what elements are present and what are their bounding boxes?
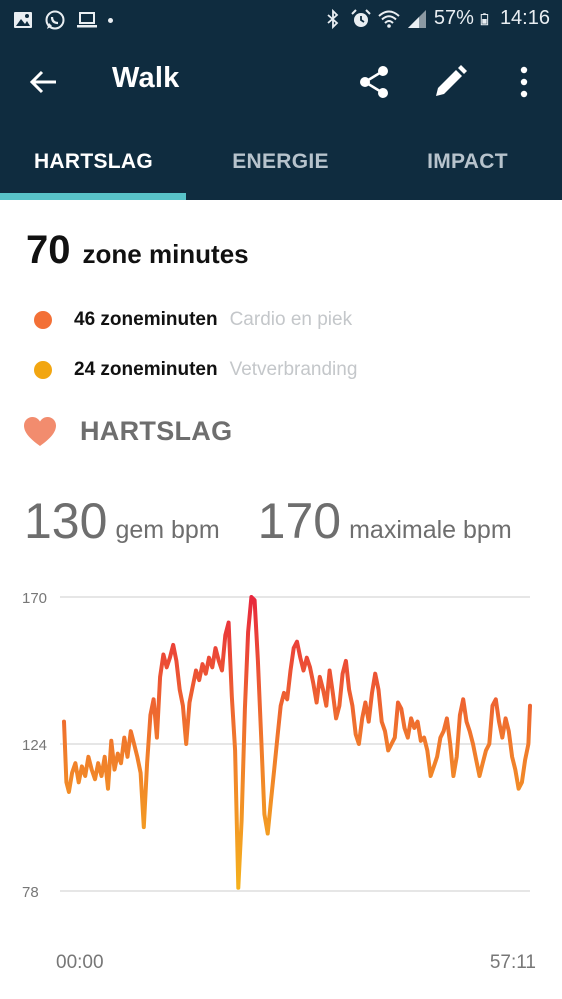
active-tab-indicator (0, 193, 186, 200)
zone-row-fatburn: 24 zoneminuten Vetverbranding (34, 359, 357, 381)
status-bar-right: 57% 14:16 (322, 7, 550, 30)
laptop-icon (77, 12, 97, 28)
heart-rate-chart: 170 124 78 00:00 57:11 (22, 590, 536, 973)
notification-dot-icon (108, 17, 113, 23)
heart-icon (24, 416, 56, 446)
status-bar-left (12, 9, 113, 31)
x-axis-start-label: 00:00 (56, 952, 104, 973)
zone-row-category: Cardio en piek (229, 309, 353, 330)
zone-minutes-total-label: zone minutes (82, 239, 249, 269)
signal-icon (407, 9, 426, 28)
y-tick-label: 170 (22, 590, 47, 607)
fatburn-dot-icon (34, 361, 52, 379)
heart-rate-title: HARTSLAG (80, 416, 233, 446)
cardio-dot-icon (34, 311, 52, 329)
share-icon[interactable] (354, 62, 394, 102)
zone-minutes-total-value: 70 (26, 228, 71, 272)
heart-rate-header: HARTSLAG (24, 416, 232, 447)
alarm-icon (351, 8, 371, 27)
heart-rate-line (62, 595, 532, 890)
image-icon (14, 12, 32, 28)
tab-bar: HARTSLAG ENERGIE IMPACT (0, 124, 562, 200)
avg-bpm-label: gem bpm (115, 516, 220, 544)
more-options-icon[interactable] (504, 62, 544, 102)
app-bar: Walk (0, 40, 562, 124)
clock: 14:16 (499, 7, 550, 29)
back-arrow-icon[interactable] (26, 64, 62, 100)
tab-impact[interactable]: IMPACT (427, 150, 508, 173)
x-axis-end-label: 57:11 (490, 952, 536, 973)
status-bar: 57% 14:16 (0, 0, 562, 40)
bluetooth-icon (327, 8, 339, 29)
zone-row-value: 24 zoneminuten (74, 359, 218, 380)
y-tick-label: 78 (22, 884, 39, 901)
avg-bpm-value: 130 (24, 493, 108, 549)
heart-rate-stats: 130 gem bpm 170 maximale bpm (24, 492, 512, 550)
max-bpm-label: maximale bpm (349, 516, 512, 544)
zone-row-cardio: 46 zoneminuten Cardio en piek (34, 309, 352, 331)
whatsapp-icon (45, 10, 65, 30)
page-title: Walk (112, 62, 180, 94)
wifi-icon (378, 10, 400, 28)
battery-percentage: 57% (433, 7, 474, 29)
zone-minutes-total: 70 zone minutes (26, 228, 249, 273)
tab-energie[interactable]: ENERGIE (232, 150, 329, 173)
zone-row-category: Vetverbranding (229, 359, 358, 380)
zone-row-value: 46 zoneminuten (74, 309, 218, 330)
tab-hartslag[interactable]: HARTSLAG (33, 150, 154, 173)
max-bpm-value: 170 (257, 493, 342, 549)
y-tick-label: 124 (22, 737, 47, 754)
edit-pencil-icon[interactable] (430, 62, 470, 102)
battery-icon (480, 12, 489, 25)
